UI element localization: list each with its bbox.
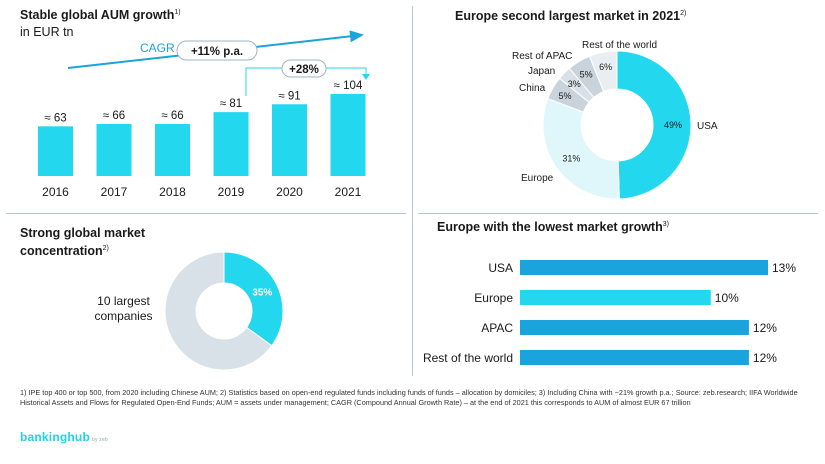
concentration-slice-others	[164, 251, 273, 371]
growth-bar-rest-of-the-world	[520, 350, 749, 365]
aum-title-sup: 1)	[174, 8, 181, 16]
aum-value-label-2020: ≈ 91	[278, 90, 300, 102]
europe-category-japan: Japan	[528, 66, 555, 77]
concentration-title-sup: 2)	[102, 245, 109, 252]
cagr-pill	[176, 40, 258, 61]
concentration-title-line2: concentration	[20, 244, 103, 259]
aum-year-label-2018: 2018	[159, 185, 186, 199]
aum-title: Stable global AUM growth1)	[20, 8, 181, 22]
europe-pct-europe: 31%	[562, 153, 580, 163]
growth-title: Europe with the lowest market growth3)	[437, 220, 669, 234]
horizontal-divider-right	[418, 213, 818, 214]
aum-year-label-2020: 2020	[276, 185, 303, 199]
growth-value-rest-of-the-world: 12%	[753, 351, 777, 365]
brand-byline: by zeb	[92, 437, 108, 443]
footnote: 1) IPE top 400 or top 500, from 2020 inc…	[20, 388, 798, 407]
aum-year-label-2016: 2016	[42, 185, 69, 199]
concentration-label-line2: companies	[94, 309, 153, 323]
growth-value-europe: 10%	[715, 291, 739, 305]
growth-pill	[281, 59, 327, 78]
europe-slice-europe	[542, 97, 620, 200]
aum-year-label-2021: 2021	[335, 185, 362, 199]
growth-value: +28%	[289, 64, 319, 76]
growth-category-europe: Europe	[474, 291, 513, 305]
aum-bar-2021	[330, 94, 366, 176]
europe-pct-usa: 49%	[664, 120, 682, 130]
aum-subtitle: in EUR tn	[20, 25, 74, 39]
europe-pct-rest-of-the-world: 6%	[599, 62, 612, 72]
europe-category-europe: Europe	[521, 173, 554, 184]
brand-name: bankinghub	[20, 430, 90, 444]
europe-pct-rest-of-apac: 5%	[580, 70, 593, 80]
concentration-slice-top10	[223, 251, 284, 347]
europe-slice-usa	[616, 50, 692, 200]
horizontal-divider-left	[6, 213, 406, 214]
growth-value-apac: 12%	[753, 321, 777, 335]
growth-category-usa: USA	[488, 261, 513, 275]
europe-category-china: China	[519, 83, 546, 94]
europe-slice-rest-of-the-world	[588, 50, 618, 93]
concentration-pct-top10: 35%	[252, 287, 272, 298]
cagr-label: CAGR	[140, 41, 175, 55]
aum-bar-2018	[155, 123, 190, 176]
aum-value-label-2016: ≈ 63	[44, 112, 66, 124]
europe-share-title: Europe second largest market in 20212)	[455, 9, 686, 23]
europe-pct-china: 5%	[559, 91, 572, 101]
aum-bar-2020	[272, 104, 307, 176]
aum-title-text: Stable global AUM growth	[20, 8, 175, 22]
aum-value-label-2021: ≈ 104	[334, 80, 363, 92]
europe-share-title-sup: 2)	[680, 9, 687, 17]
growth-title-sup: 3)	[662, 220, 669, 228]
europe-category-rest-of-apac: Rest of APAC	[512, 51, 572, 62]
aum-year-label-2017: 2017	[101, 185, 128, 199]
concentration-label: 10 largest companies	[66, 294, 181, 324]
concentration-title-line1: Strong global market	[20, 226, 146, 240]
europe-category-usa: USA	[697, 121, 718, 132]
europe-category-rest-of-the-world: Rest of the world	[582, 40, 657, 51]
growth-value-usa: 13%	[772, 261, 796, 275]
aum-bar-2017	[96, 123, 132, 176]
growth-bar-apac	[520, 320, 749, 335]
concentration-title: Strong global market concentration2)	[20, 226, 145, 259]
growth-bracket-arrowhead	[362, 74, 370, 80]
aum-value-label-2017: ≈ 66	[103, 110, 125, 122]
aum-year-label-2019: 2019	[218, 185, 245, 199]
growth-bar-europe	[520, 290, 711, 305]
europe-pct-japan: 3%	[568, 79, 581, 89]
aum-bar-2016	[38, 126, 73, 176]
concentration-label-line1: 10 largest	[97, 294, 150, 308]
growth-title-text: Europe with the lowest market growth	[437, 220, 663, 234]
aum-bar-2019	[213, 112, 249, 176]
vertical-divider	[412, 6, 413, 376]
growth-category-apac: APAC	[481, 321, 513, 335]
europe-share-title-text: Europe second largest market in 2021	[455, 9, 681, 23]
aum-value-label-2018: ≈ 66	[161, 110, 183, 122]
brand-logo: bankinghub by zeb	[20, 430, 108, 444]
aum-value-label-2019: ≈ 81	[220, 98, 242, 110]
cagr-value: +11% p.a.	[191, 46, 243, 58]
growth-category-rest-of-the-world: Rest of the world	[423, 351, 513, 365]
growth-bar-usa	[520, 260, 768, 275]
